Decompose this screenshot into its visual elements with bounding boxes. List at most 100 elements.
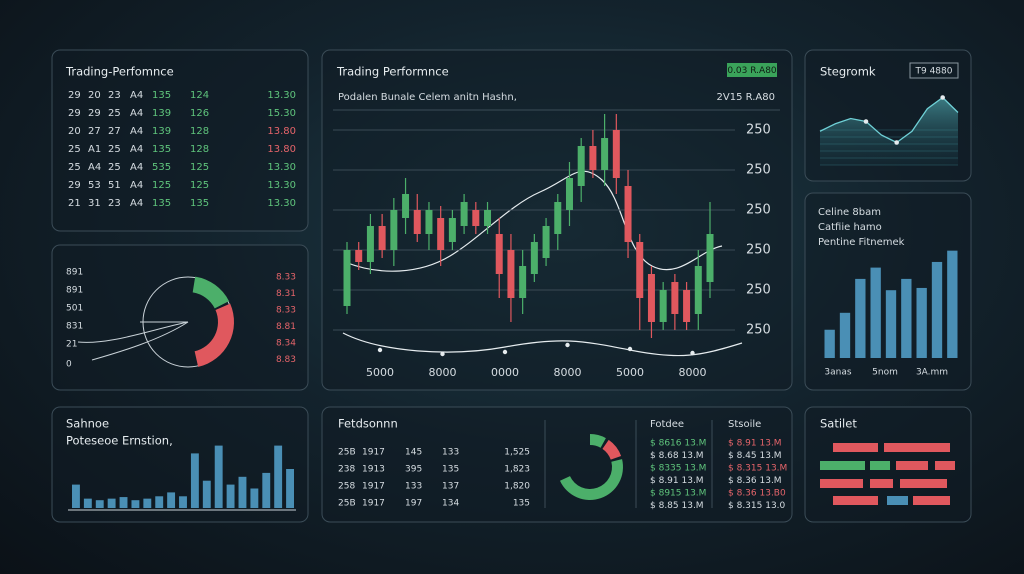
candle-body xyxy=(683,290,691,322)
candle-body xyxy=(425,210,433,234)
candle-body xyxy=(472,210,480,226)
gantt-bar xyxy=(833,443,878,452)
list-item: $ 8.68 13.M xyxy=(650,451,704,461)
candle-body xyxy=(636,242,644,298)
subtitle: Podalen Bunale Celem anitn Hashn, xyxy=(338,92,517,103)
pie-slice xyxy=(194,303,234,367)
panel xyxy=(51,49,309,232)
table-cell: 135 xyxy=(513,499,530,509)
list-item: $ 8.91 13.M xyxy=(728,439,782,449)
table-cell: 20 xyxy=(88,90,101,101)
gantt-bar xyxy=(887,496,908,505)
candle-body xyxy=(448,218,456,242)
badge xyxy=(727,63,777,77)
x-tick-label: 5000 xyxy=(366,366,394,379)
x-tick-label: 8000 xyxy=(679,366,707,379)
bar xyxy=(190,453,199,508)
table-cell: 29 xyxy=(68,90,81,101)
table-cell: 128 xyxy=(190,144,209,155)
table-cell: 13.80 xyxy=(267,126,296,137)
x-tick-label: 8000 xyxy=(429,366,457,379)
list-item: $ 8.45 13.M xyxy=(728,451,782,461)
gauge-segment xyxy=(602,439,622,460)
table-cell: 126 xyxy=(190,108,209,119)
table-cell: A4 xyxy=(130,198,143,209)
bar xyxy=(226,484,235,508)
text-line: Catfiie hamo xyxy=(818,222,882,233)
bar xyxy=(250,488,259,508)
candle-body xyxy=(437,218,445,250)
candle-body xyxy=(647,274,655,322)
candle-body xyxy=(366,226,374,262)
bar xyxy=(143,498,152,508)
list-item: $ 8.36 13.B0 xyxy=(728,489,786,499)
bar xyxy=(839,312,851,358)
table-cell: 25B xyxy=(338,499,356,509)
table-cell: 135 xyxy=(152,198,171,209)
table-cell: 238 xyxy=(338,465,355,475)
table-cell: A1 xyxy=(88,144,101,155)
gantt-bar xyxy=(913,496,950,505)
gauge-segment xyxy=(559,459,623,501)
table-cell: 51 xyxy=(108,180,121,191)
candle-body xyxy=(495,234,503,274)
bar xyxy=(885,290,897,358)
table-cell: 395 xyxy=(405,465,422,475)
table-cell: 1913 xyxy=(362,465,385,475)
gantt xyxy=(820,443,955,505)
table-cell: 29 xyxy=(68,108,81,119)
gantt-bar xyxy=(935,461,955,470)
overlay-line xyxy=(342,332,743,357)
table-cell: 53 xyxy=(88,180,101,191)
candle-body xyxy=(565,178,573,210)
candle-body xyxy=(601,138,609,170)
badge-text: T9 4880 xyxy=(915,67,953,77)
bar xyxy=(262,472,271,508)
bar xyxy=(107,498,116,508)
text-line: Celine 8bam xyxy=(818,207,881,218)
list-item: $ 8.315 13.M xyxy=(728,464,787,474)
label: 501 xyxy=(66,304,83,314)
table-cell: 145 xyxy=(405,448,422,458)
table-cell: 125 xyxy=(152,180,171,191)
panel-title: Fetdsonnn xyxy=(338,417,398,431)
list-title: Stsoile xyxy=(728,419,761,430)
table-cell: 1,823 xyxy=(504,465,530,475)
corner-text: 2V15 R.A80 xyxy=(717,92,775,103)
candle-body xyxy=(671,282,679,314)
line xyxy=(819,96,959,144)
bar xyxy=(72,484,80,508)
table-cell: 197 xyxy=(405,499,422,509)
bar xyxy=(155,496,164,508)
table-cell: 13.80 xyxy=(267,144,296,155)
candle-body xyxy=(694,266,702,314)
bar xyxy=(916,287,927,358)
table-cell: 23 xyxy=(108,198,121,209)
table-cell: 133 xyxy=(442,448,459,458)
label: 0 xyxy=(66,360,72,370)
gantt-bar xyxy=(833,496,878,505)
candle-body xyxy=(402,194,410,218)
table-cell: 1,820 xyxy=(504,482,530,492)
panel xyxy=(51,244,309,391)
label: 8.81 xyxy=(276,322,296,332)
gantt-bar xyxy=(820,461,865,470)
table-cell: 125 xyxy=(190,180,209,191)
candle-body xyxy=(355,250,363,262)
bar xyxy=(202,480,211,508)
gantt-bar xyxy=(870,479,893,488)
candle-body xyxy=(530,242,538,274)
table-cell: A4 xyxy=(130,162,143,173)
candle-body xyxy=(343,250,351,306)
candle-body xyxy=(519,266,527,298)
candle-body xyxy=(542,226,550,258)
table-cell: 21 xyxy=(68,198,81,209)
gantt-bar xyxy=(870,461,890,470)
table-cell: A4 xyxy=(130,126,143,137)
table-cell: 25B xyxy=(338,448,356,458)
bar xyxy=(286,469,294,508)
pie-lines xyxy=(77,321,189,361)
label: 21 xyxy=(66,340,77,350)
bar xyxy=(824,329,835,358)
list-item: $ 8616 13.M xyxy=(650,439,706,449)
